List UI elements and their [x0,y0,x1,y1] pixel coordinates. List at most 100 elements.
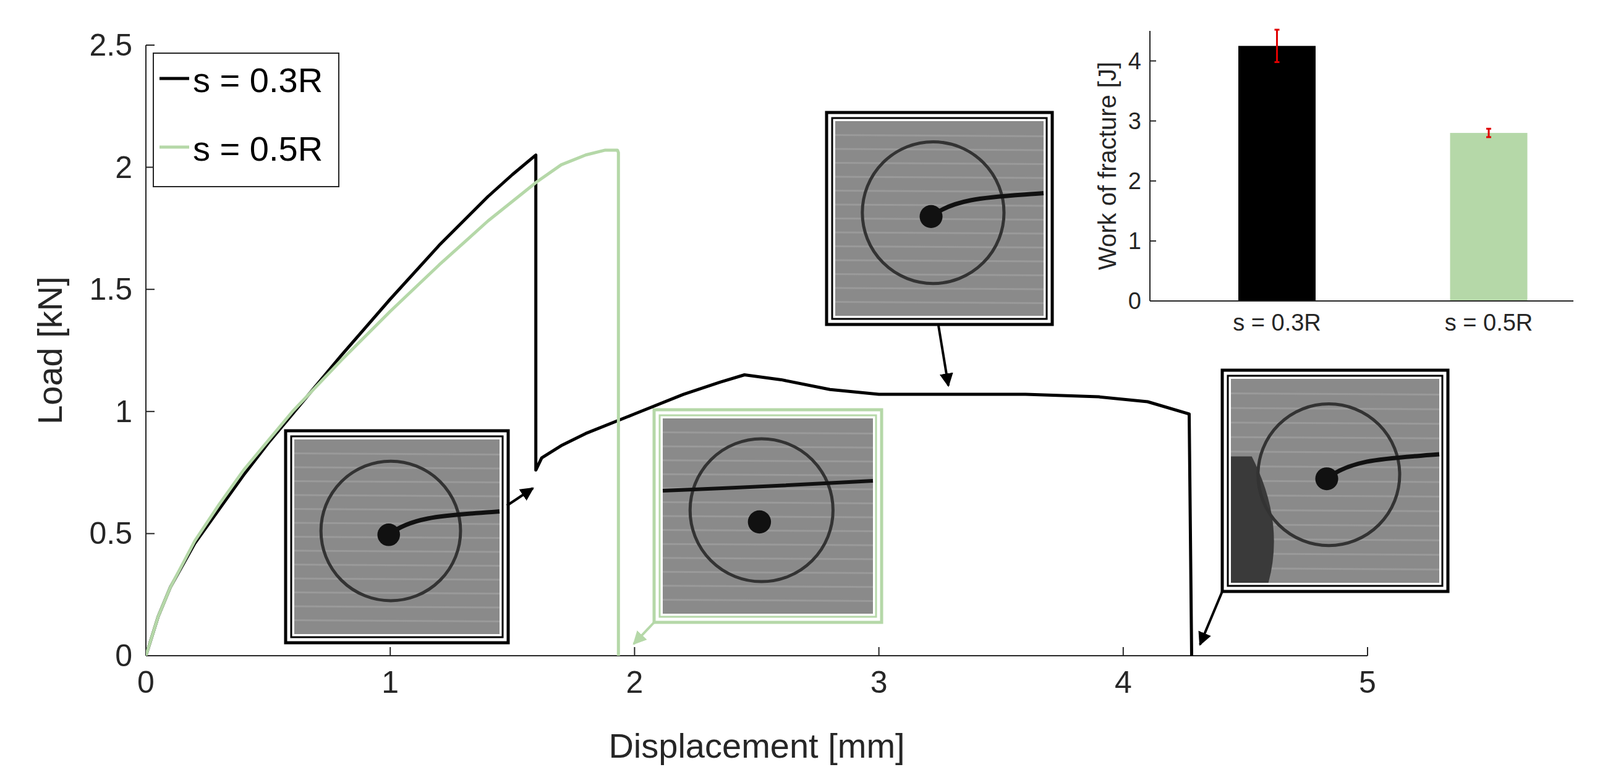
specimen-photo [1222,370,1448,592]
photo-texture [835,135,1044,137]
photo-texture [662,599,873,601]
photo-texture [662,502,873,504]
x-tick [389,647,391,656]
photo-frame [826,112,1053,325]
y-tick [1149,180,1157,182]
photo-texture [294,495,500,497]
x-axis [145,655,1368,657]
x-tick [1366,647,1369,656]
photo-texture [294,523,500,525]
y-tick [145,411,155,413]
y-tick [1149,240,1157,242]
photo-crack [662,480,873,491]
y-tick [1149,60,1157,62]
y-tick-label: 4 [1128,48,1142,75]
inset-y-axis [1149,30,1151,302]
pointer-arrow [1200,591,1223,645]
plot-lines [145,150,1192,656]
photo-groove [1258,404,1400,546]
photo-texture [1230,422,1440,425]
photo-texture [294,481,500,483]
x-tick-label: s = 0.5R [1444,309,1534,336]
photo-texture [662,446,873,448]
x-tick-label: 1 [381,665,399,700]
photo-texture [835,302,1044,304]
photo-texture [1230,408,1440,410]
photo-hole [377,523,400,547]
y-tick [145,44,155,46]
load-curve [145,150,619,656]
photo-texture [835,176,1044,179]
x-tick [878,647,880,656]
photo-texture [294,453,500,456]
photo-ground [294,439,500,635]
y-tick-label: 2 [114,150,133,185]
photo-texture [662,460,873,462]
x-tick-label: 3 [870,665,888,700]
error-bar [1486,128,1492,138]
photo-texture [835,260,1044,262]
photo-texture [1230,393,1440,396]
bar [1450,132,1528,302]
photo-ground [1230,378,1440,583]
error-bar-cap [1274,29,1280,31]
photo-ground [835,121,1044,316]
photo-texture [662,558,873,560]
photo-texture [1230,466,1440,468]
photo-frame-inner [832,118,1047,320]
legend-label: s = 0.3R [192,60,323,100]
photo-texture [662,474,873,476]
photo-texture [662,544,873,546]
x-tick-label: 5 [1358,665,1377,700]
photo-broken-part [1230,456,1275,583]
pointer-arrow [633,622,655,645]
photo-groove [689,438,833,582]
x-tick-label: 0 [137,665,155,700]
photo-texture [294,620,500,622]
x-tick [633,647,635,656]
photo-texture [835,163,1044,165]
specimen-photo [826,112,1053,325]
y-tick-label: 0 [1128,288,1142,315]
photo-texture [662,571,873,574]
y-axis-title: Work of fracture [J] [1093,61,1121,271]
y-axis [145,45,147,656]
error-bar-line [1488,128,1490,138]
photo-groove [320,461,461,601]
bar [1238,45,1316,302]
photo-texture [835,288,1044,290]
photo-crack [1326,454,1440,480]
legend-swatch [159,145,190,149]
specimen-photo [285,430,509,643]
figure: 01234500.511.522.5Displacement [mm]Load … [0,0,1600,775]
error-bar-cap [1486,136,1492,138]
photo-texture [662,432,873,435]
error-bar-cap [1486,127,1492,130]
legend-label: s = 0.5R [192,129,323,169]
photo-texture [294,467,500,469]
photo-frame-inner [291,436,503,638]
photo-texture [294,606,500,608]
x-tick-label: 2 [625,665,643,700]
error-bar-cap [1274,61,1280,64]
legend: s = 0.3R s = 0.5R [153,53,339,187]
inset-x-axis [1149,300,1574,302]
photo-frame-inner [659,415,877,618]
x-axis-title: Displacement [mm] [608,726,905,766]
y-tick-label: 1 [1128,228,1142,255]
error-bar-line [1276,29,1278,62]
photo-texture [1230,437,1440,439]
y-tick [145,288,155,290]
y-tick-label: 1 [114,394,133,430]
photo-hole [748,510,771,534]
error-bar [1274,29,1280,62]
y-tick-label: 0 [114,638,133,674]
pointer-arrow [938,325,949,386]
photo-frame [654,409,882,623]
photo-texture [835,274,1044,276]
photo-crack [388,511,500,536]
specimen-photo [654,409,882,623]
photo-frame-inner [1227,375,1443,587]
photo-hole [919,205,943,229]
photo-texture [662,586,873,588]
